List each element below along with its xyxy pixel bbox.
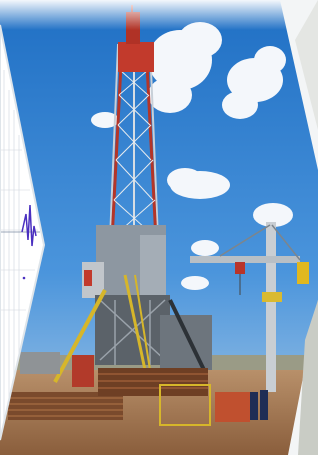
top-fade: [0, 0, 318, 30]
page: (() => { const data = JSON.parse(documen…: [0, 0, 318, 455]
photo-collage: [0, 0, 318, 455]
